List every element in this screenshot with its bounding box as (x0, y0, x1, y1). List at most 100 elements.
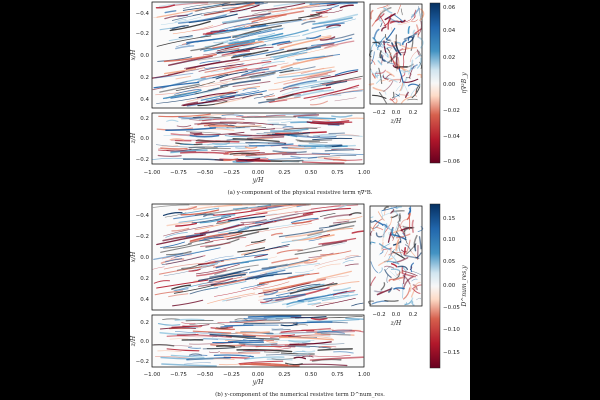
field-streak (370, 261, 379, 274)
field-streak (340, 117, 364, 121)
field-streak (251, 14, 287, 23)
field-streak (400, 226, 413, 232)
field-streak (416, 297, 422, 301)
field-streak (237, 13, 271, 19)
field-streak (175, 75, 192, 80)
field-streak (214, 253, 269, 262)
field-streak (403, 78, 419, 83)
colorbar-tick: 0.02 (443, 55, 455, 61)
field-streak (198, 268, 251, 282)
field-streak (289, 79, 334, 88)
field-streak (326, 24, 342, 29)
field-streak (245, 241, 266, 247)
field-streak (401, 283, 404, 299)
field-streak (374, 71, 378, 78)
field-streak (295, 139, 320, 143)
field-streak (373, 28, 380, 39)
field-streak (301, 70, 337, 79)
field-streak (156, 96, 203, 104)
field-streak (408, 59, 414, 75)
field-streak (415, 24, 420, 38)
field-streak (304, 291, 355, 300)
field-streak (203, 213, 215, 217)
field-streak (318, 237, 357, 245)
field-streak (288, 265, 301, 268)
field-streak (175, 45, 195, 50)
field-streak (301, 350, 316, 353)
field-streak (221, 50, 251, 56)
field-streak (399, 94, 409, 96)
field-streak (383, 80, 394, 92)
field-streak (381, 223, 388, 228)
field-streak (238, 360, 284, 365)
field-streak (235, 331, 270, 334)
field-streak (301, 161, 345, 164)
field-streak (266, 10, 289, 16)
field-streak (378, 16, 383, 22)
field-streak (394, 14, 404, 23)
field-streak (163, 262, 210, 270)
field-streak (251, 41, 265, 45)
field-streak (413, 234, 418, 248)
field-streak (262, 286, 292, 291)
field-streak (287, 345, 331, 349)
field-streak (259, 261, 309, 274)
field-streak (402, 276, 414, 290)
field-streak (280, 59, 314, 67)
field-streak (188, 268, 201, 272)
field-streak (413, 9, 417, 18)
colorbar-tick: −0.02 (443, 108, 460, 114)
field-streak (208, 273, 246, 282)
xtick: −0.2 (372, 110, 385, 116)
field-streak (186, 113, 235, 117)
field-streak (160, 258, 185, 264)
field-streak (159, 327, 196, 330)
field-streak (278, 229, 324, 238)
field-streak (167, 67, 206, 75)
field-streak (242, 338, 265, 341)
field-streak (207, 276, 243, 283)
x-axis-label: y/H (252, 379, 264, 386)
field-streak (215, 9, 248, 17)
field-streak (213, 145, 265, 147)
field-streak (409, 284, 412, 292)
field-streak (336, 216, 363, 221)
field-streak (160, 240, 214, 253)
field-streak (180, 207, 220, 215)
field-streak (198, 63, 244, 72)
field-streak (388, 252, 404, 256)
field-streak (255, 344, 311, 348)
field-streak (304, 147, 355, 151)
ytick: 0.0 (140, 339, 149, 345)
field-streak (296, 353, 311, 356)
field-streak (281, 233, 322, 244)
field-streak (170, 139, 221, 142)
field-streak (302, 26, 340, 36)
field-streak (213, 38, 232, 44)
colorbar-tick: 0.15 (443, 216, 456, 222)
field-streak (370, 59, 376, 65)
field-streak (283, 73, 328, 85)
field-streak (287, 273, 310, 278)
field-streak (290, 217, 319, 224)
field-streak (171, 24, 189, 31)
field-streak (244, 356, 285, 360)
field-streak (251, 62, 289, 72)
field-streak (232, 72, 276, 81)
xtick: −0.50 (197, 372, 214, 378)
field-streak (200, 242, 231, 248)
field-streak (229, 152, 257, 156)
field-streak (236, 349, 293, 353)
field-streak (409, 50, 418, 63)
field-streak (249, 2, 264, 6)
field-streak (334, 69, 359, 76)
paper-page: −0.4 −0.2 0.0 0.2 0.4 x/H −0.2 0.0 0.2 z… (130, 0, 470, 400)
field-streak (161, 77, 206, 89)
field-streak (270, 211, 321, 220)
field-streaks (151, 113, 364, 164)
field-streak (151, 70, 185, 79)
field-streak (297, 139, 333, 142)
field-streak (417, 226, 424, 232)
field-streaks (152, 204, 364, 308)
field-streak (272, 53, 293, 59)
